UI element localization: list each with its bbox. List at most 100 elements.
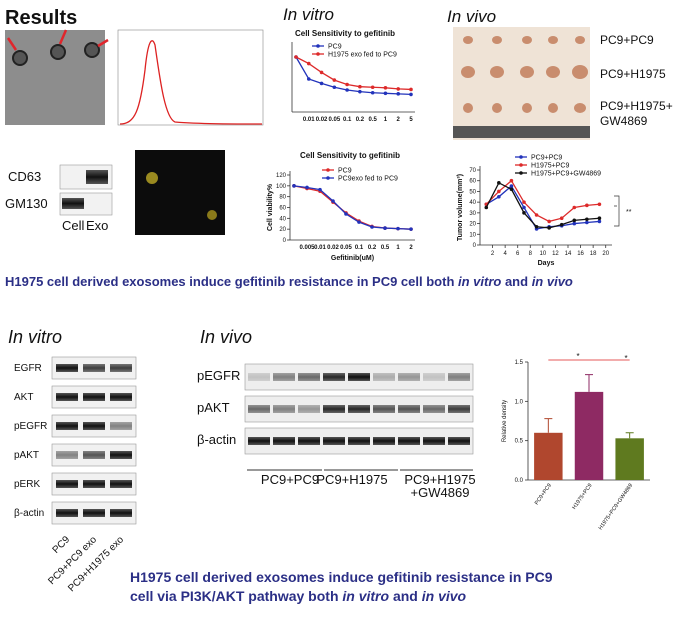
x-tick-label: 14 <box>565 251 572 257</box>
series-line <box>485 185 600 230</box>
blot-label: pERK <box>14 479 40 490</box>
blot-label: CD63 <box>8 169 41 184</box>
blot-band <box>398 405 420 413</box>
point <box>305 185 309 190</box>
point <box>534 213 539 217</box>
x-tick-label: 0.05 <box>328 117 340 123</box>
section-label: In vitro <box>8 327 62 347</box>
caption-part: and <box>389 588 422 604</box>
blot-band <box>110 393 132 401</box>
blot-band <box>83 422 105 430</box>
x-tick-label: 4 <box>503 251 507 257</box>
annotation: ** <box>626 209 632 216</box>
point <box>294 55 298 59</box>
x-tick-label: 0.1 <box>343 117 352 123</box>
legend-marker <box>519 171 523 175</box>
fluorescence-image <box>135 150 225 235</box>
group-label: PC9+H1975 <box>404 472 475 487</box>
blot-label: EGFR <box>14 363 42 374</box>
point <box>319 70 324 75</box>
blot-band <box>83 393 105 401</box>
blot-band <box>273 373 295 381</box>
blot-band <box>56 364 78 372</box>
series-line <box>295 56 412 91</box>
x-tick-label: 0.01 <box>303 117 315 123</box>
series-line <box>485 179 600 223</box>
y-axis-label: Relative density <box>502 400 508 442</box>
x-tick-label: 20 <box>602 251 609 257</box>
point <box>345 82 349 87</box>
point <box>572 205 577 210</box>
point <box>383 86 388 90</box>
point <box>484 205 489 210</box>
y-tick-label: 0.0 <box>515 478 524 484</box>
em-arrows <box>6 29 109 51</box>
point <box>357 220 361 224</box>
blot-band <box>248 437 270 445</box>
blot-band <box>56 509 78 517</box>
legend-marker <box>326 168 330 172</box>
chart-title: Cell Sensitivity to gefitinib <box>300 151 400 160</box>
bar <box>574 391 604 480</box>
y-tick-label: 60 <box>469 179 476 185</box>
x-tick-label: 18 <box>590 251 597 257</box>
point <box>597 219 602 224</box>
blot-band <box>248 373 270 381</box>
x-tick-label: 1 <box>384 117 388 123</box>
point <box>318 187 322 192</box>
x-tick-label: 0.1 <box>355 245 364 251</box>
y-axis-label: Tumor volume(mm³) <box>457 174 464 241</box>
fluorescence-spot <box>207 210 217 220</box>
point <box>522 200 526 204</box>
blot-band <box>373 437 395 445</box>
y-tick-label: 10 <box>469 232 476 238</box>
x-tick-label: 0.02 <box>327 245 339 251</box>
blot-band <box>323 373 345 381</box>
blot-band <box>56 393 78 401</box>
point <box>396 226 400 231</box>
blot-band <box>110 509 132 517</box>
blot-band <box>83 480 105 488</box>
bar <box>615 438 644 480</box>
x-axis-label: Gefitinib(uM) <box>331 255 374 262</box>
lane-label: PC9 <box>51 534 73 556</box>
blot-band <box>323 405 345 413</box>
legend-marker <box>519 163 523 167</box>
x-tick-label: 0.005 <box>299 245 315 251</box>
legend-marker <box>316 52 320 56</box>
point <box>572 218 577 223</box>
point <box>319 81 324 86</box>
point <box>396 92 401 96</box>
caption-part: H1975 cell derived exosomes induce gefit… <box>130 569 553 585</box>
blot-band <box>83 509 105 517</box>
point <box>344 212 348 216</box>
error-bar <box>625 432 634 439</box>
blot-band <box>273 437 295 445</box>
legend-marker <box>519 155 523 159</box>
caption-part: in vitro <box>458 274 501 289</box>
caption-part: in vitro <box>342 588 389 604</box>
point <box>585 220 589 225</box>
blot-band <box>273 405 295 413</box>
caption: cell via PI3K/AKT pathway both in vitro … <box>130 588 467 604</box>
blot-label: pEGFR <box>197 368 240 383</box>
blot-band <box>110 451 132 459</box>
point <box>396 87 401 91</box>
em-vesicles <box>12 42 100 66</box>
blot-band <box>298 437 320 445</box>
blot-band <box>348 373 370 381</box>
blot-band <box>298 405 320 413</box>
blot-band <box>348 405 370 413</box>
y-tick-label: 1.5 <box>515 360 524 366</box>
series-line <box>295 56 412 96</box>
lane-label: Cell <box>62 218 85 233</box>
point <box>585 217 589 222</box>
lane-label: Exo <box>86 218 108 233</box>
blot-band <box>248 405 270 413</box>
x-tick-label: 0.02 <box>316 117 328 123</box>
point <box>370 225 374 229</box>
x-tick-label: 0.5 <box>368 117 377 123</box>
blot-band <box>373 373 395 381</box>
